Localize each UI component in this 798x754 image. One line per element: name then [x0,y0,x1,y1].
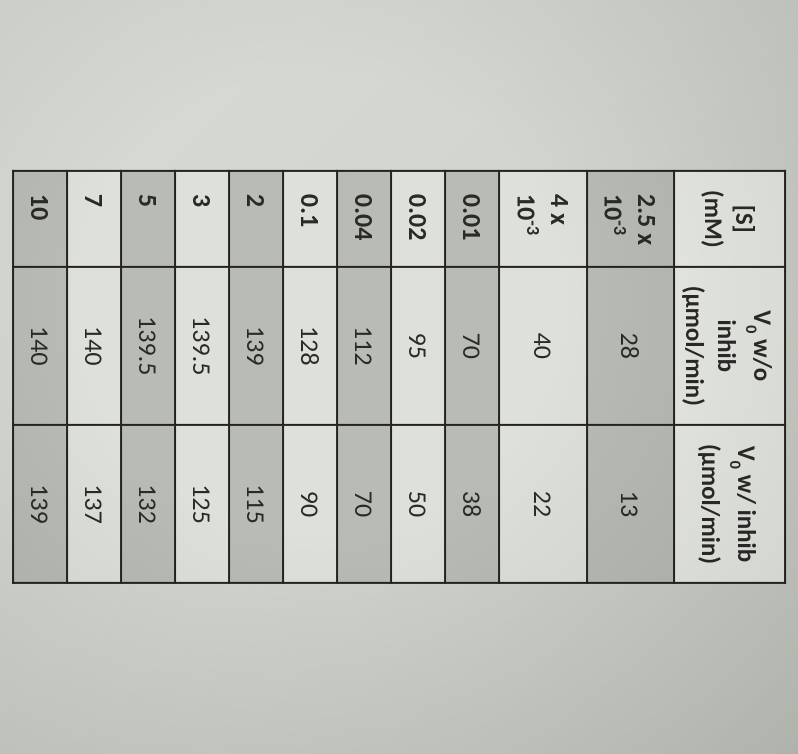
table-row: 0.0411270 [337,171,391,583]
cell-v-w: 115 [229,425,283,583]
cell-v-w: 90 [283,425,337,583]
kinetics-table: [S] (mM) V0 w/o inhib (µmol/min) V0 w/ i… [12,170,786,584]
col-vwo-line2: (µmol/min) [680,286,711,406]
cell-v-wo: 70 [445,267,499,425]
cell-v-wo: 140 [13,267,67,425]
cell-v-wo: 139.5 [175,267,229,425]
cell-s-sup: -3 [609,220,631,235]
rotated-container: [S] (mM) V0 w/o inhib (µmol/min) V0 w/ i… [12,170,786,584]
cell-v-wo: 128 [283,267,337,425]
col-vw-line2: (µmol/min) [695,444,726,564]
cell-v-wo: 112 [337,267,391,425]
table-row: 7140137 [67,171,121,583]
cell-s: 0.02 [391,171,445,267]
cell-s: 4 x 10-3 [499,171,587,267]
cell-v-wo: 139 [229,267,283,425]
table-body: 2.5 x 10-328134 x 10-340220.0170380.0295… [13,171,674,583]
col-s-line2: (mM) [698,190,729,248]
cell-s: 0.01 [445,171,499,267]
col-vwo-pre: V [747,310,778,325]
cell-v-w: 22 [499,425,587,583]
cell-s: 7 [67,171,121,267]
table-row: 10140139 [13,171,67,583]
table-row: 3139.5125 [175,171,229,583]
cell-s-sup: -3 [522,220,544,235]
table-row: 0.017038 [445,171,499,583]
col-vw-post: w/ inhib [731,469,762,562]
table-row: 2.5 x 10-32813 [587,171,675,583]
cell-s: 0.04 [337,171,391,267]
cell-v-w: 125 [175,425,229,583]
cell-v-w: 137 [67,425,121,583]
table-row: 0.112890 [283,171,337,583]
cell-s: 5 [121,171,175,267]
cell-v-wo: 28 [587,267,675,425]
cell-v-w: 70 [337,425,391,583]
cell-v-wo: 40 [499,267,587,425]
cell-s: 10 [13,171,67,267]
cell-s: 2.5 x 10-3 [587,171,675,267]
col-s-line1: [S] [729,205,760,233]
cell-v-wo: 95 [391,267,445,425]
cell-v-w: 132 [121,425,175,583]
cell-v-w: 38 [445,425,499,583]
col-header-s: [S] (mM) [674,171,785,267]
cell-s: 0.1 [283,171,337,267]
cell-v-wo: 139.5 [121,267,175,425]
table-row: 4 x 10-34022 [499,171,587,583]
cell-v-w: 139 [13,425,67,583]
col-vw-pre: V [731,446,762,461]
cell-s: 2 [229,171,283,267]
cell-v-w: 50 [391,425,445,583]
table-row: 5139.5132 [121,171,175,583]
cell-s: 3 [175,171,229,267]
table-row: 2139115 [229,171,283,583]
header-row: [S] (mM) V0 w/o inhib (µmol/min) V0 w/ i… [674,171,785,583]
col-header-v0-wo: V0 w/o inhib (µmol/min) [674,267,785,425]
col-header-v0-w: V0 w/ inhib (µmol/min) [674,425,785,583]
cell-v-wo: 140 [67,267,121,425]
col-vw-sub: 0 [725,461,744,469]
col-vwo-sub: 0 [741,325,760,333]
cell-v-w: 13 [587,425,675,583]
table-row: 0.029550 [391,171,445,583]
